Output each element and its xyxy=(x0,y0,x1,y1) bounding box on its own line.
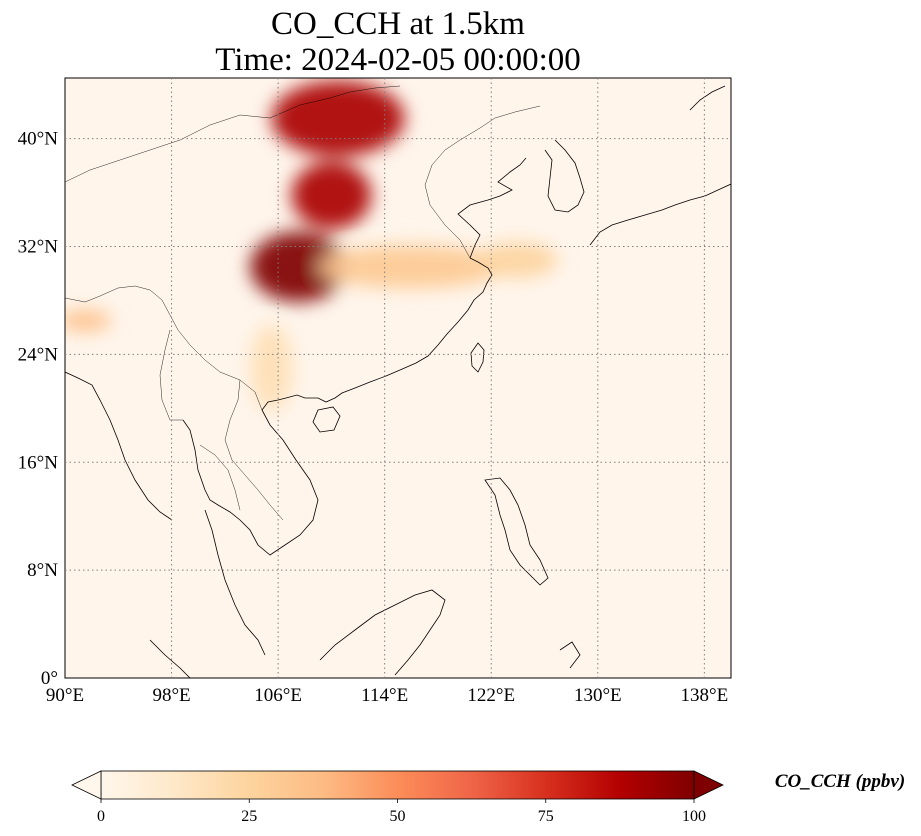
colorbar-extend-min xyxy=(71,770,102,800)
lat-tick-label: 0° xyxy=(41,668,58,689)
plot-title: CO_CCH at 1.5km xyxy=(271,6,525,42)
colorbar-tick-label: 75 xyxy=(538,808,554,825)
plume-yangtze-band xyxy=(318,245,505,289)
hainan-coastline xyxy=(312,406,341,433)
myanmar-coastline xyxy=(65,371,173,521)
map-background xyxy=(65,78,731,678)
lon-tick-label: 106°E xyxy=(254,685,302,706)
colorbar-label: CO_CCH (ppbv) xyxy=(775,771,905,792)
colorbar-tick-label: 100 xyxy=(682,808,706,825)
lat-tick-label: 24°N xyxy=(18,344,59,365)
map-frame xyxy=(64,77,732,679)
indochina-coastline xyxy=(182,409,319,556)
co-concentration-field xyxy=(65,80,558,412)
china-coastline xyxy=(261,257,493,411)
colorbar-tick-label: 50 xyxy=(390,808,406,825)
lat-tick-label: 32°N xyxy=(18,237,59,258)
japan-coastline xyxy=(589,85,731,246)
island-fragments xyxy=(149,639,581,678)
lon-tick-label: 130°E xyxy=(574,685,622,706)
lat-tick-label: 40°N xyxy=(18,129,59,150)
plume-myanmar-haze xyxy=(65,309,112,332)
malay-peninsula-coastline xyxy=(204,509,266,656)
taiwan-coastline xyxy=(470,342,485,373)
country-borders xyxy=(65,85,541,521)
korea-coastline xyxy=(544,139,585,213)
lon-tick-label: 138°E xyxy=(681,685,729,706)
map-panel: 90°E 98°E 106°E 114°E 122°E 130°E 138°E 40°N 32… xyxy=(18,77,732,706)
colorbar-gradient xyxy=(100,770,695,800)
plume-central-china-core xyxy=(250,231,347,302)
plume-sichuan-plume-north xyxy=(291,161,372,230)
latitude-ticks: 40°N 32°N 24°N 16°N 8°N 0° xyxy=(18,129,59,689)
lon-tick-label: 122°E xyxy=(467,685,515,706)
colorbar: 0 25 50 75 100 CO_CCH (ppbv) xyxy=(71,770,905,825)
longitude-ticks: 90°E 98°E 106°E 114°E 122°E 130°E 138°E xyxy=(46,685,728,706)
lon-tick-label: 98°E xyxy=(152,685,190,706)
shandong-coastline xyxy=(457,157,527,259)
borneo-coastline xyxy=(319,589,446,676)
plume-indochina-haze xyxy=(250,324,293,412)
colorbar-extend-max xyxy=(693,770,724,800)
coastlines xyxy=(65,85,731,678)
philippines-coastline xyxy=(484,477,549,586)
lat-tick-label: 16°N xyxy=(18,452,59,473)
colorbar-tick-label: 25 xyxy=(241,808,257,825)
lon-tick-label: 90°E xyxy=(46,685,84,706)
gridlines xyxy=(65,78,731,678)
plume-east-sea-outflow xyxy=(477,242,558,278)
plume-north-plume xyxy=(271,80,405,157)
lon-tick-label: 114°E xyxy=(361,685,408,706)
plot-time-subtitle: Time: 2024-02-05 00:00:00 xyxy=(215,42,581,78)
colorbar-ticks: 0 25 50 75 100 xyxy=(97,799,706,825)
colorbar-tick-label: 0 xyxy=(97,808,105,825)
lat-tick-label: 8°N xyxy=(27,560,58,581)
